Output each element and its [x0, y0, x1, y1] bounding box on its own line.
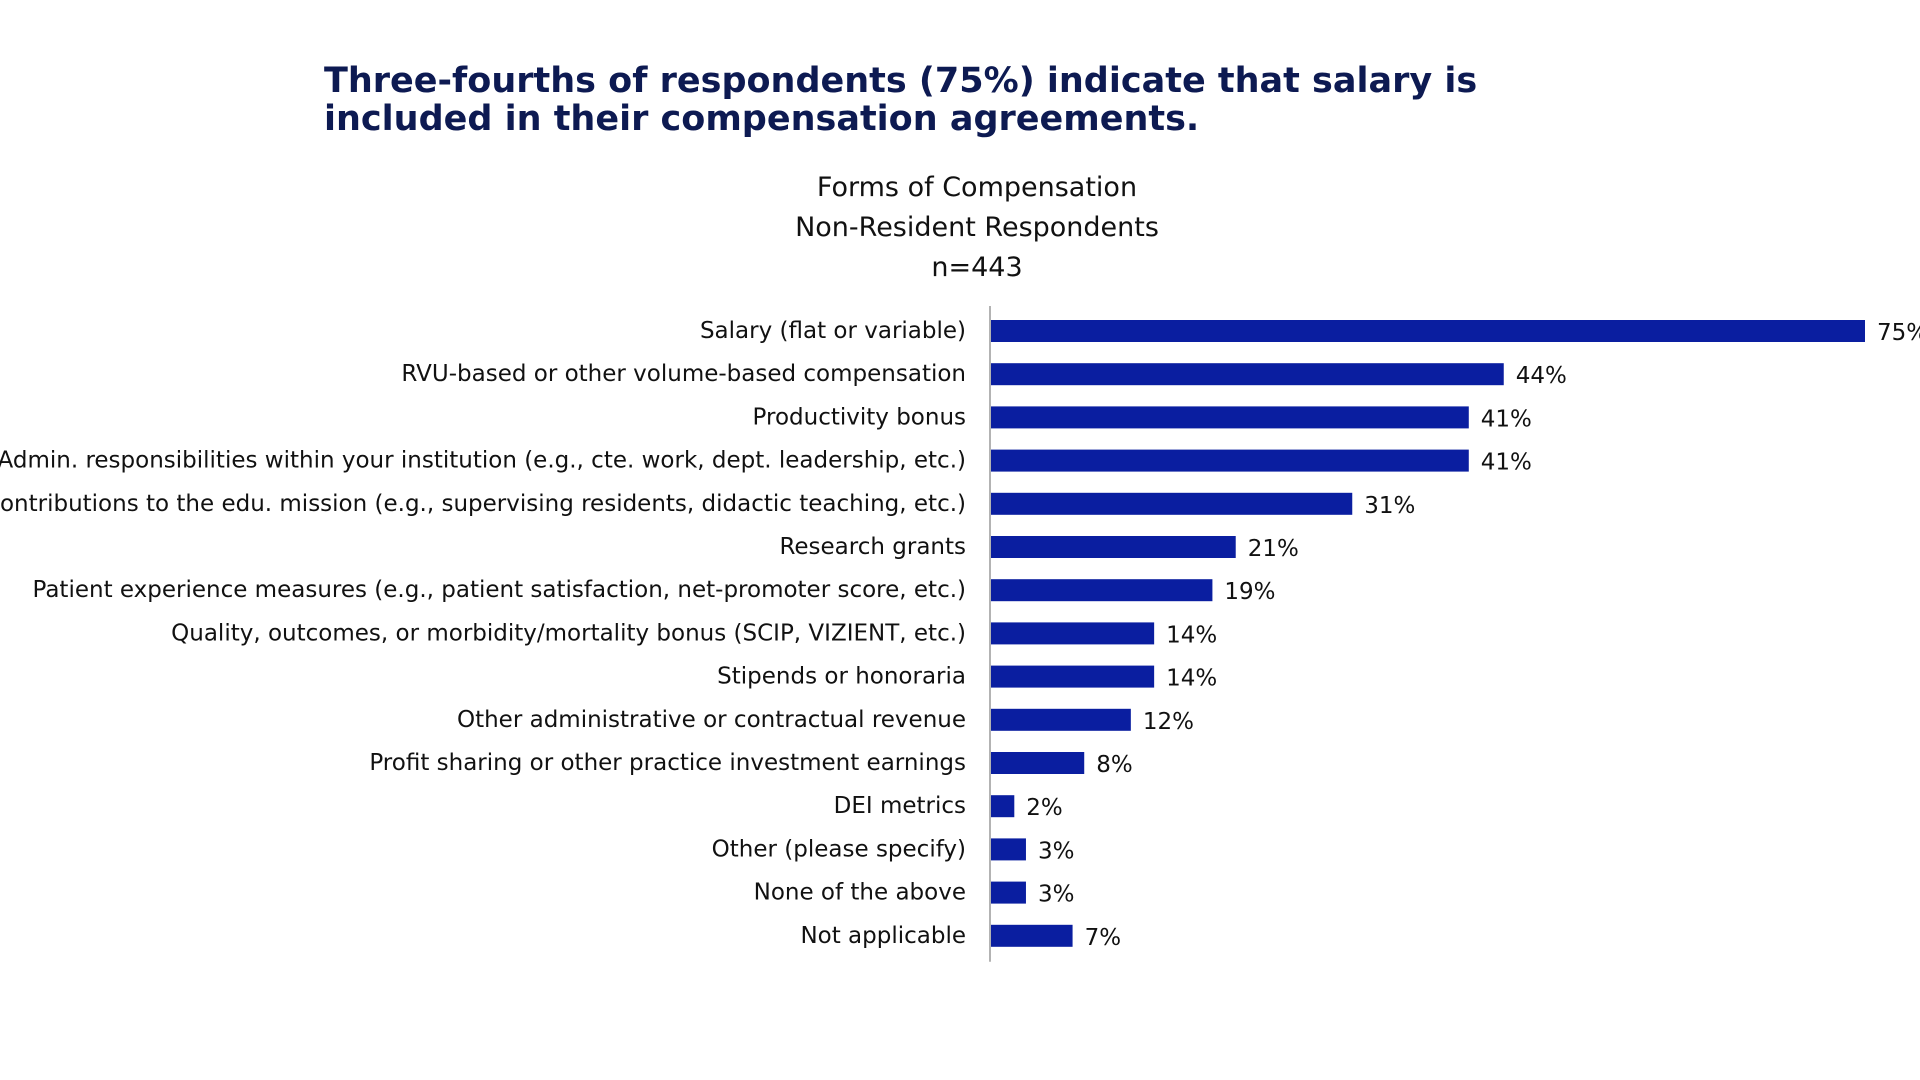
- category-label: Profit sharing or other practice investm…: [369, 750, 966, 776]
- value-label: 41%: [1481, 406, 1532, 432]
- value-label: 14%: [1166, 666, 1217, 692]
- value-label: 21%: [1248, 536, 1299, 562]
- value-label: 8%: [1096, 752, 1133, 778]
- category-label: Contributions to the edu. mission (e.g.,…: [0, 491, 966, 517]
- headline-line-1: Three-fourths of respondents (75%) indic…: [324, 61, 1478, 101]
- category-label: Not applicable: [800, 923, 966, 949]
- headline: Three-fourths of respondents (75%) indic…: [324, 62, 1624, 138]
- value-label: 12%: [1143, 709, 1194, 735]
- bar: [991, 363, 1504, 386]
- category-label: Patient experience measures (e.g., patie…: [33, 577, 967, 603]
- category-label: DEI metrics: [834, 793, 966, 819]
- bar: [991, 449, 1469, 472]
- value-label: 75%: [1877, 320, 1920, 346]
- value-label: 19%: [1224, 579, 1275, 605]
- chart-title: Forms of Compensation: [816, 172, 1138, 203]
- value-label: 7%: [1085, 925, 1122, 951]
- bar: [991, 406, 1469, 429]
- bar: [991, 622, 1155, 645]
- chart-sample-size: n=443: [931, 252, 1023, 283]
- value-label: 14%: [1166, 622, 1217, 648]
- category-label: Stipends or honoraria: [717, 664, 966, 690]
- bar: [991, 708, 1131, 731]
- chart-title-block: Forms of Compensation Non-Resident Respo…: [0, 168, 1920, 288]
- category-label: Research grants: [779, 534, 966, 560]
- bar: [991, 579, 1213, 602]
- headline-line-2: included in their compensation agreement…: [324, 99, 1200, 139]
- value-label: 41%: [1481, 450, 1532, 476]
- bar: [991, 924, 1073, 947]
- category-label: Other (please specify): [712, 836, 966, 862]
- chart-subtitle: Non-Resident Respondents: [795, 212, 1159, 243]
- bar: [991, 881, 1026, 904]
- bar: [991, 838, 1026, 861]
- category-label: Productivity bonus: [753, 404, 966, 430]
- value-label: 2%: [1026, 795, 1063, 821]
- category-label: Other administrative or contractual reve…: [457, 707, 966, 733]
- category-label: Admin. responsibilities within your inst…: [0, 448, 966, 474]
- category-label: None of the above: [754, 880, 966, 906]
- bar: [991, 795, 1015, 818]
- bar: [991, 665, 1155, 688]
- value-label: 44%: [1516, 363, 1567, 389]
- bar: [991, 752, 1085, 774]
- value-label: 3%: [1038, 838, 1075, 864]
- bar: [991, 320, 1865, 342]
- category-label: Quality, outcomes, or morbidity/mortalit…: [171, 620, 966, 646]
- category-label: RVU-based or other volume-based compensa…: [401, 361, 966, 387]
- value-label: 3%: [1038, 882, 1075, 908]
- bar: [991, 492, 1353, 515]
- value-label: 31%: [1364, 493, 1415, 519]
- category-label: Salary (flat or variable): [700, 318, 966, 344]
- bar: [991, 536, 1236, 558]
